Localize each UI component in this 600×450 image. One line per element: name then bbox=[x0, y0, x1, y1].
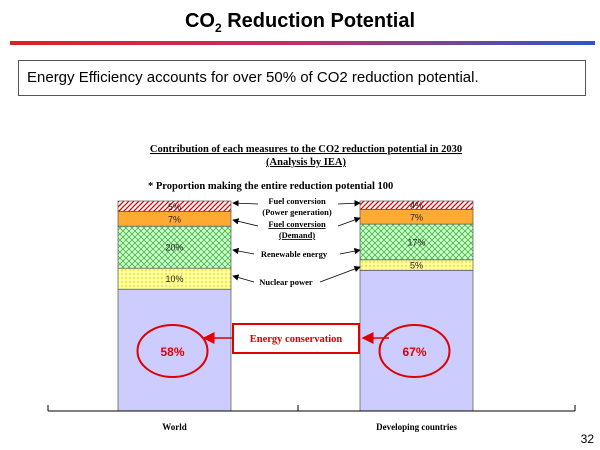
chart-subtitle: (Analysis by IEA) bbox=[266, 157, 346, 168]
annotation-renewable: Renewable energy bbox=[261, 249, 328, 259]
arrow-fuel-demand-right bbox=[337, 216, 361, 227]
chart-title: Contribution of each measures to the CO2… bbox=[150, 144, 462, 155]
callout-box: Energy Efficiency accounts for over 50% … bbox=[18, 60, 586, 96]
callout-text: Energy Efficiency accounts for over 50% … bbox=[27, 69, 479, 86]
arrow-renewable-left bbox=[232, 247, 255, 255]
x-axis-labels: World Developing countries bbox=[162, 422, 457, 432]
title-subscript: 2 bbox=[214, 21, 222, 35]
arrow-renewable-right bbox=[339, 247, 361, 255]
title-rest: Reduction Potential bbox=[221, 10, 416, 32]
highlight-ring-1 bbox=[378, 324, 451, 378]
chart-note: * Proportion making the entire reduction… bbox=[148, 181, 393, 192]
annotation-fuel-demand-1: Fuel conversion bbox=[268, 219, 326, 229]
data-label-1-0: 67% bbox=[402, 345, 426, 359]
bar-segment-1-0 bbox=[359, 269, 474, 412]
x-tick-label-1: Developing countries bbox=[376, 422, 457, 432]
data-label-1-4: 4% bbox=[410, 201, 423, 211]
data-label-0-2: 20% bbox=[165, 243, 183, 253]
annotation-nuclear: Nuclear power bbox=[259, 277, 313, 287]
bar-segment-0-4 bbox=[117, 200, 232, 212]
annotation-fuel-power-2: (Power generation) bbox=[262, 207, 332, 217]
data-label-1-2: 17% bbox=[407, 237, 425, 247]
annotations: Fuel conversion (Power generation) Fuel … bbox=[259, 196, 332, 287]
data-label-0-4: 5% bbox=[168, 202, 181, 212]
arrow-fuel-power-right bbox=[337, 200, 361, 207]
data-label-0-0: 58% bbox=[160, 345, 184, 359]
data-label-0-1: 10% bbox=[165, 274, 183, 284]
conservation-box bbox=[232, 323, 360, 354]
annotation-arrows bbox=[232, 200, 361, 283]
title-co: CO bbox=[184, 10, 215, 32]
annotation-fuel-power-1: Fuel conversion bbox=[268, 196, 326, 206]
data-label-1-3: 7% bbox=[410, 212, 423, 222]
conservation-label: Energy conservation bbox=[250, 334, 343, 345]
arrow-fuel-power-left bbox=[232, 200, 259, 207]
page-number: 32 bbox=[580, 432, 594, 446]
annotation-fuel-demand-2: (Demand) bbox=[279, 230, 316, 240]
page-title: CO2 Reduction Potential bbox=[0, 10, 600, 35]
arrow-nuclear-left bbox=[232, 274, 255, 283]
bar-segment-0-2 bbox=[117, 225, 232, 269]
highlight-ring-0 bbox=[136, 324, 209, 378]
arrow-fuel-demand-left bbox=[232, 218, 259, 227]
data-label-1-1: 5% bbox=[410, 261, 423, 271]
arrow-nuclear-right bbox=[319, 265, 361, 283]
x-tick-label-0: World bbox=[162, 422, 187, 432]
title-divider bbox=[10, 41, 595, 45]
bar-segment-1-2 bbox=[359, 223, 474, 261]
bars-group: 58%10%20%7%5%67%5%17%7%4% bbox=[117, 200, 474, 412]
data-label-0-3: 7% bbox=[168, 214, 181, 224]
energy-conservation-callout: Energy conservation bbox=[202, 323, 389, 354]
